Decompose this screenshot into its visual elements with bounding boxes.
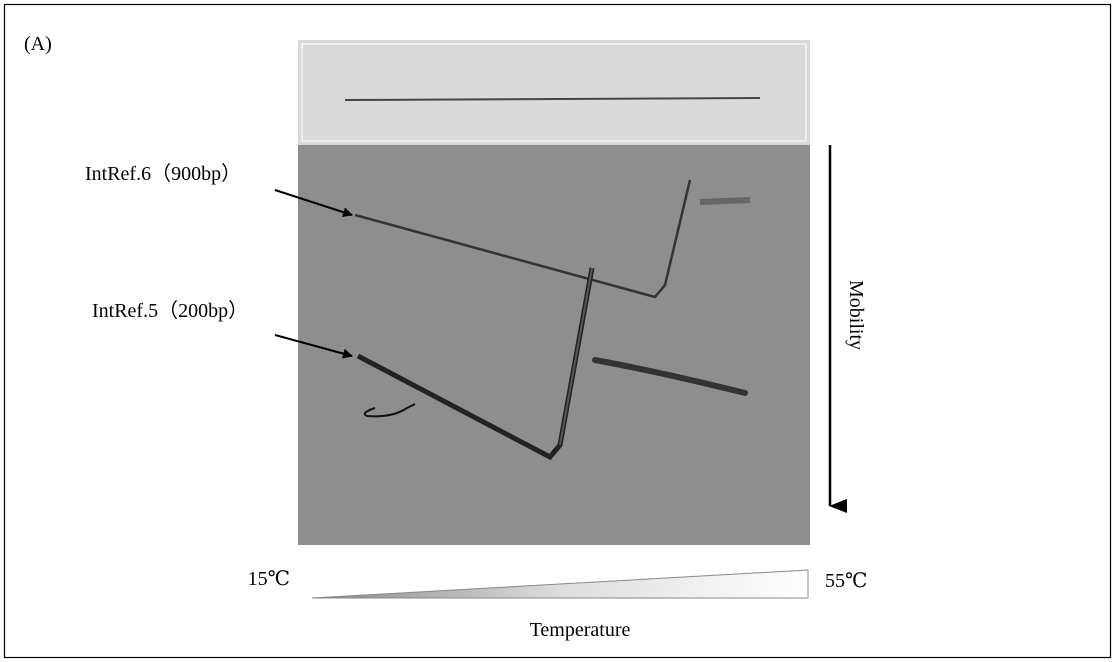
temperature-wedge [311, 569, 809, 599]
temp-low: 15℃ [248, 568, 290, 590]
band-label: IntRef.5（200bp） [92, 299, 248, 322]
band-label: IntRef.6（900bp） [85, 162, 241, 185]
pointer-arrow [274, 334, 353, 359]
gel [298, 40, 810, 545]
temperature-label: Temperature [530, 619, 631, 641]
pointer-arrow [274, 189, 353, 217]
mobility-label: Mobility [845, 280, 867, 350]
temp-high: 55℃ [825, 570, 867, 592]
panel-label: (A) [24, 33, 52, 55]
